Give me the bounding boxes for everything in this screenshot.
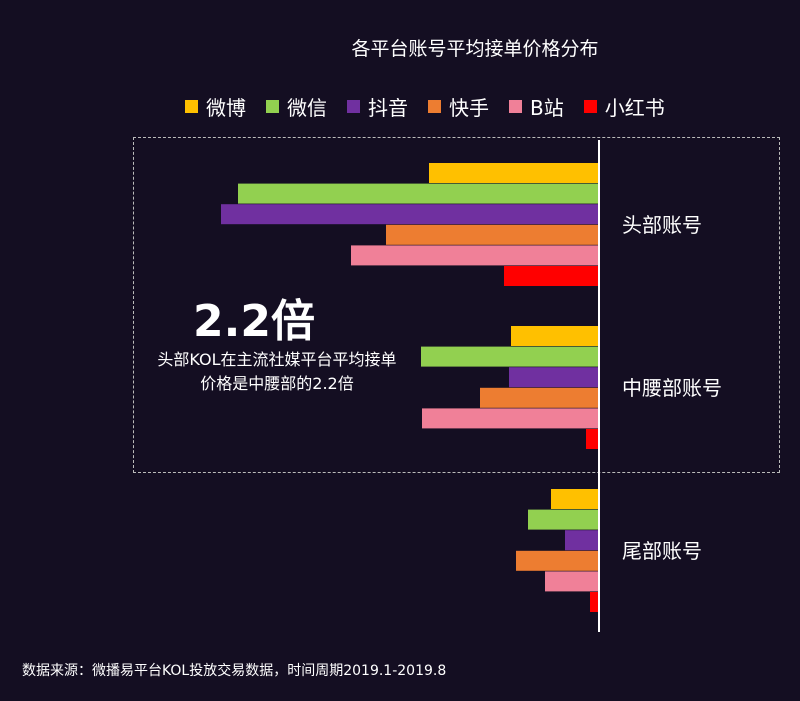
bar-小红书-中腰部账号 — [586, 429, 599, 449]
legend-swatch — [347, 100, 360, 113]
bar-微信-尾部账号 — [528, 509, 599, 530]
bar-微博-尾部账号 — [551, 489, 599, 509]
highlight-box — [133, 137, 780, 473]
bar-B站-头部账号 — [351, 245, 599, 266]
legend-item: B站 — [509, 92, 564, 121]
legend-swatch — [583, 100, 597, 113]
bar-快手-头部账号 — [386, 224, 599, 245]
bar-微信-头部账号 — [238, 183, 599, 204]
legend-item: 快手 — [428, 92, 489, 121]
bar-抖音-中腰部账号 — [509, 367, 599, 388]
bar-B站-中腰部账号 — [422, 408, 599, 429]
legend-swatch — [428, 100, 441, 113]
legend-label: 微博 — [206, 96, 246, 120]
bar-快手-尾部账号 — [516, 550, 599, 571]
category-label: 中腰部账号 — [622, 376, 722, 400]
bar-微博-中腰部账号 — [511, 326, 599, 346]
legend: 微博 微信 抖音 快手 B站 小红书 — [185, 92, 665, 121]
legend-label: B站 — [530, 96, 564, 120]
bar-抖音-尾部账号 — [565, 530, 599, 551]
legend-label: 小红书 — [604, 96, 665, 120]
legend-item: 小红书 — [583, 92, 665, 121]
legend-item: 抖音 — [347, 92, 408, 121]
legend-item: 微博 — [185, 92, 246, 121]
bar-B站-尾部账号 — [545, 571, 599, 592]
chart-title: 各平台账号平均接单价格分布 — [351, 38, 599, 60]
legend-swatch — [266, 100, 279, 113]
annotation-text: 头部KOL在主流社媒平台平均接单价格是中腰部的2.2倍 — [157, 350, 397, 393]
bar-微信-中腰部账号 — [421, 346, 599, 367]
bar-抖音-头部账号 — [221, 204, 599, 225]
bar-小红书-尾部账号 — [590, 592, 599, 612]
legend-swatch — [509, 100, 522, 113]
legend-swatch — [185, 100, 198, 113]
legend-label: 快手 — [449, 96, 489, 120]
legend-label: 微信 — [287, 96, 327, 120]
legend-item: 微信 — [266, 92, 327, 121]
bar-微博-头部账号 — [429, 163, 599, 183]
annotation-big: 2.2倍 — [193, 296, 315, 347]
legend-label: 抖音 — [368, 96, 408, 120]
bar-快手-中腰部账号 — [480, 387, 599, 408]
category-label: 头部账号 — [622, 213, 702, 237]
category-label: 尾部账号 — [622, 539, 702, 563]
source-note: 数据来源：微播易平台KOL投放交易数据，时间周期2019.1-2019.8 — [22, 663, 447, 679]
bar-小红书-头部账号 — [504, 266, 599, 286]
